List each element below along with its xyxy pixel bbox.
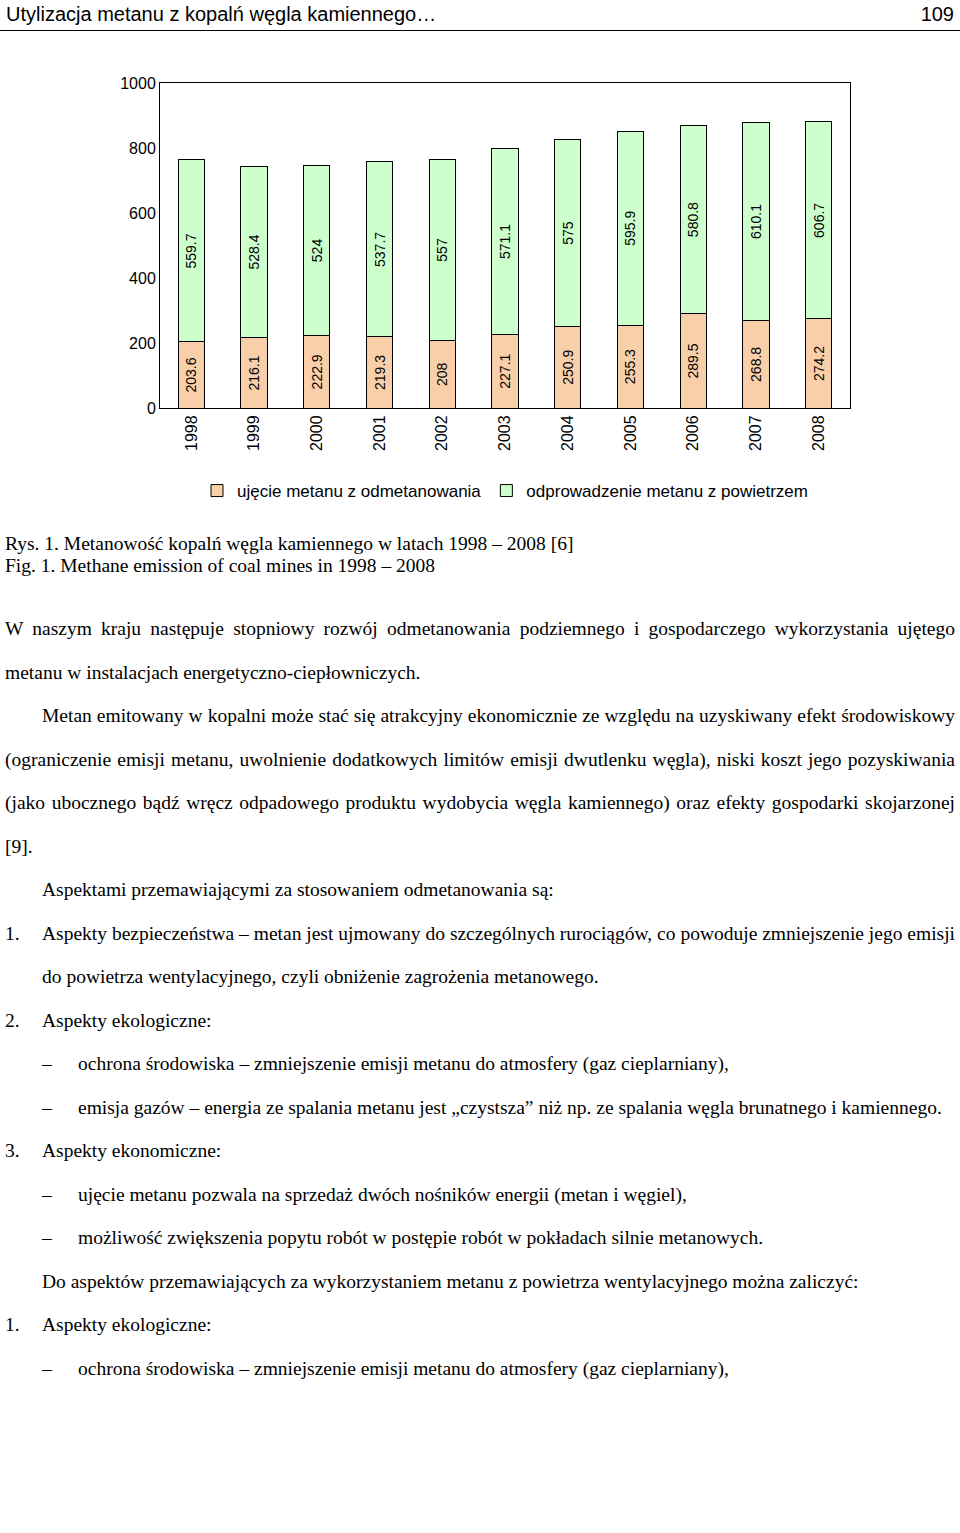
svg-text:250.9: 250.9: [560, 350, 576, 385]
html-text:3.: 3.: [5, 1140, 20, 1161]
svg-text:208: 208: [434, 362, 450, 386]
svg-text:580.8: 580.8: [685, 202, 701, 237]
html-text:Rys. 1. Metanowość kopalń węgl: Rys. 1. Metanowość kopalń węgla kamienne…: [5, 533, 574, 554]
svg-text:595.9: 595.9: [622, 211, 638, 246]
svg-text:800: 800: [129, 140, 156, 157]
svg-text:557: 557: [434, 238, 450, 262]
svg-text:289.5: 289.5: [685, 343, 701, 378]
svg-text:2002: 2002: [433, 415, 450, 451]
svg-text:ujęcie metanu z odmetanowania: ujęcie metanu z odmetanowania: [237, 482, 481, 501]
svg-text:400: 400: [129, 270, 156, 287]
svg-text:2004: 2004: [559, 415, 576, 451]
svg-text:219.3: 219.3: [372, 355, 388, 390]
svg-text:268.8: 268.8: [748, 347, 764, 382]
svg-text:571.1: 571.1: [497, 224, 513, 259]
svg-text:222.9: 222.9: [309, 354, 325, 389]
html-text:ochrona środowiska – zmniejsze: ochrona środowiska – zmniejszenie emisji…: [78, 1357, 729, 1379]
html-text:2.: 2.: [5, 1009, 20, 1031]
svg-text:274.2: 274.2: [811, 346, 827, 381]
svg-text:2001: 2001: [371, 415, 388, 451]
svg-text:255.3: 255.3: [622, 349, 638, 384]
html-text:Aspekty bezpieczeństwa – metan: Aspekty bezpieczeństwa – metan jest ujmo…: [42, 922, 955, 987]
html-text:Fig. 1. Methane emission of co: Fig. 1. Methane emission of coal mines i…: [5, 555, 435, 576]
html-text:Aspekty ekologiczne:: Aspekty ekologiczne:: [42, 1314, 212, 1335]
svg-text:2005: 2005: [622, 415, 639, 451]
html-text:Metan emitowany w kopalni może: Metan emitowany w kopalni może stać się …: [5, 705, 955, 857]
html-text:ujęcie metanu pozwala na sprze: ujęcie metanu pozwala na sprzedaż dwóch …: [78, 1183, 687, 1205]
svg-text:559.7: 559.7: [183, 233, 199, 268]
svg-text:216.1: 216.1: [246, 355, 262, 390]
html-text:1.: 1.: [5, 922, 20, 944]
svg-text:1999: 1999: [245, 415, 262, 451]
svg-text:2008: 2008: [810, 415, 827, 451]
svg-text:1000: 1000: [120, 75, 156, 92]
svg-text:600: 600: [129, 205, 156, 222]
svg-text:200: 200: [129, 335, 156, 352]
svg-text:606.7: 606.7: [811, 203, 827, 238]
html-text:Utylizacja metanu z kopalń węg: Utylizacja metanu z kopalń węgla kamienn…: [6, 3, 437, 25]
html-text:Aspekty ekologiczne:: Aspekty ekologiczne:: [42, 1009, 212, 1031]
svg-text:524: 524: [309, 239, 325, 263]
svg-text:203.6: 203.6: [183, 357, 199, 392]
html-text:1.: 1.: [5, 1314, 20, 1335]
html-text:możliwość zwiększenia popytu r: możliwość zwiększenia popytu robót w pos…: [78, 1227, 763, 1248]
svg-text:610.1: 610.1: [748, 204, 764, 239]
html-text:emisja gazów – energia ze spal: emisja gazów – energia ze spalania metan…: [78, 1096, 942, 1118]
svg-text:1998: 1998: [183, 415, 200, 451]
html-text:Aspekty ekonomiczne:: Aspekty ekonomiczne:: [42, 1140, 222, 1161]
svg-text:528.4: 528.4: [246, 234, 262, 269]
svg-text:2007: 2007: [747, 415, 764, 451]
html-text:Aspektami przemawiającymi za s: Aspektami przemawiającymi za stosowaniem…: [42, 879, 554, 900]
svg-text:2003: 2003: [496, 415, 513, 451]
svg-text:227.1: 227.1: [497, 353, 513, 388]
html-text:Do aspektów przemawiających za: Do aspektów przemawiających za wykorzyst…: [42, 1270, 859, 1292]
svg-text:575: 575: [560, 221, 576, 245]
svg-text:0: 0: [147, 400, 156, 417]
svg-text:2000: 2000: [308, 415, 325, 451]
svg-text:odprowadzenie metanu z powietr: odprowadzenie metanu z powietrzem: [526, 482, 808, 501]
svg-text:2006: 2006: [684, 415, 701, 451]
html-text:W naszym kraju następuje stopn: W naszym kraju następuje stopniowy rozwó…: [5, 618, 955, 683]
svg-text:537.7: 537.7: [372, 232, 388, 267]
html-text:ochrona środowiska – zmniejsze: ochrona środowiska – zmniejszenie emisji…: [78, 1053, 729, 1074]
html-text:109: 109: [920, 3, 954, 25]
